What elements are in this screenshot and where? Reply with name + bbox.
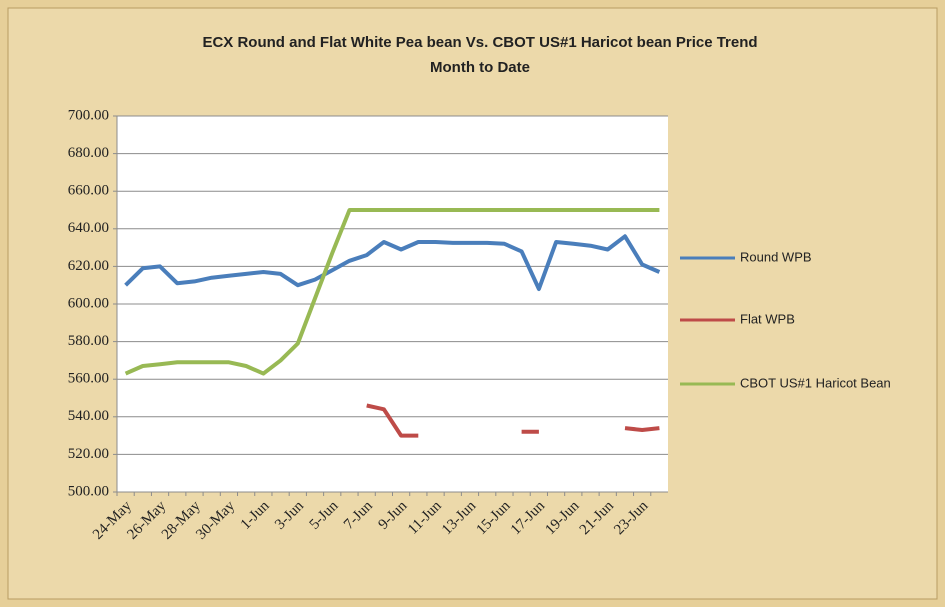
y-tick-label: 660.00 (68, 183, 109, 199)
series-line (124, 234, 661, 291)
y-tick-label: 600.00 (68, 295, 109, 311)
chart-title: ECX Round and Flat White Pea bean Vs. CB… (202, 34, 757, 51)
y-tick-label: 620.00 (68, 258, 109, 274)
series-line (124, 208, 660, 376)
legend-label: CBOT US#1 Haricot Bean (740, 375, 891, 390)
y-tick-label: 560.00 (68, 371, 109, 387)
legend-label: Round WPB (740, 249, 812, 264)
chart-subtitle: Month to Date (430, 59, 530, 76)
y-tick-label: 580.00 (68, 333, 109, 349)
y-tick-label: 680.00 (68, 145, 109, 161)
y-tick-label: 640.00 (68, 220, 109, 236)
y-tick-label: 520.00 (68, 446, 109, 462)
series-line (366, 403, 660, 438)
legend-label: Flat WPB (740, 311, 795, 326)
y-tick-label: 500.00 (68, 483, 109, 499)
y-tick-label: 540.00 (68, 408, 109, 424)
y-tick-label: 700.00 (68, 107, 109, 123)
